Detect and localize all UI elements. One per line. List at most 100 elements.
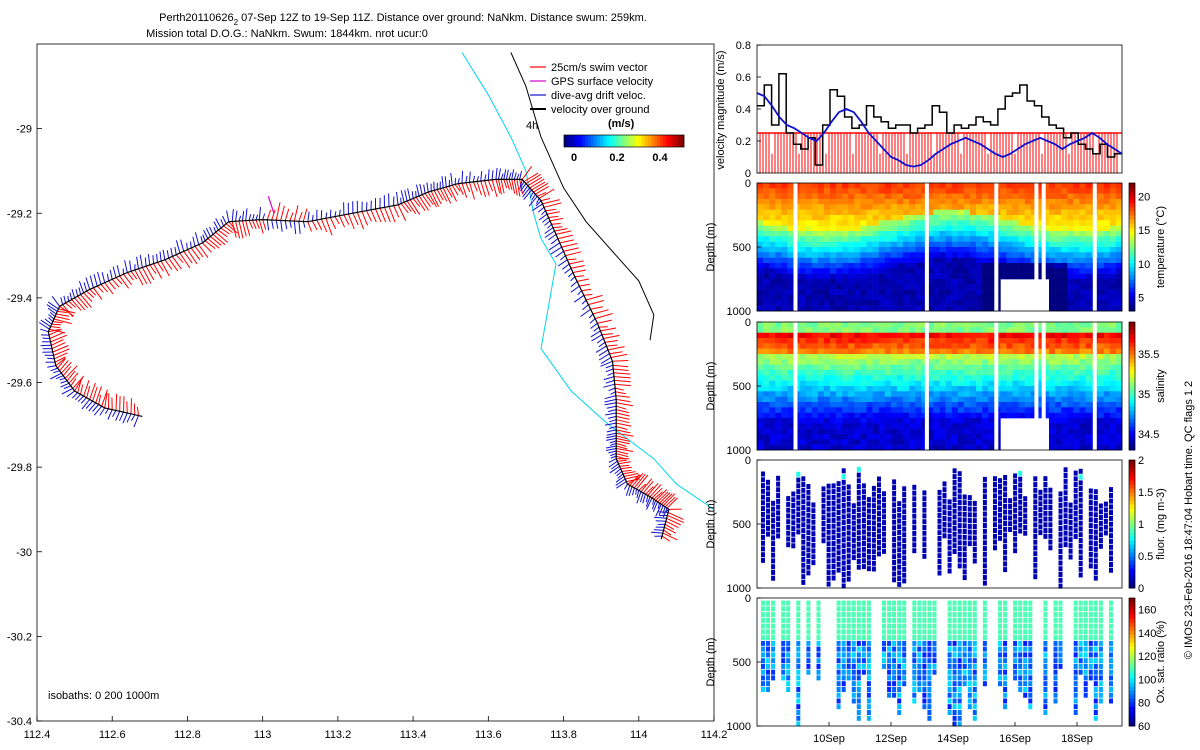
section-cell [1012, 386, 1019, 392]
section-cell [957, 241, 965, 248]
section-cell [817, 231, 825, 237]
profile-sample [791, 537, 796, 543]
section-cell [921, 348, 928, 355]
section-cell [927, 215, 934, 221]
drift-vector [231, 209, 234, 222]
section-cell [939, 418, 946, 424]
swim-vector [606, 344, 618, 347]
section-cell [823, 370, 831, 376]
section-cell [830, 380, 837, 387]
section-cell [769, 402, 776, 408]
speed-colorbar-cell [573, 135, 577, 147]
swim-vector [613, 368, 629, 371]
section-cell [775, 354, 782, 360]
profile-sample [836, 487, 841, 492]
section-cell [799, 439, 806, 445]
section-cell [872, 204, 879, 210]
profile-sample [892, 635, 897, 641]
section-cell [1024, 215, 1032, 221]
section-cell [976, 423, 983, 429]
profile-sample [1088, 505, 1093, 511]
section-cell [1006, 257, 1013, 264]
section-cell [1061, 370, 1068, 376]
section-cell [1055, 241, 1062, 248]
profile-sample [897, 581, 902, 587]
section-cell [836, 263, 843, 269]
section-cell [763, 359, 770, 365]
section-cell [1073, 348, 1080, 355]
section-cell [933, 444, 940, 451]
section-cell [1042, 209, 1050, 216]
profile-sample [836, 646, 841, 652]
profile-sample [902, 515, 907, 521]
section-cell [757, 188, 764, 194]
profile-sample [993, 499, 997, 505]
drift-vector [491, 170, 494, 180]
section-cell [903, 225, 910, 232]
section-cell [921, 193, 928, 200]
profile-sample [766, 687, 770, 692]
section-cell [1036, 322, 1044, 328]
section-cell [915, 263, 922, 269]
profile-sample [957, 494, 962, 500]
swim-vector [616, 453, 629, 458]
profile-sample [877, 499, 881, 505]
drift-vector [307, 211, 310, 222]
section-cell [769, 284, 776, 290]
section-cell [763, 204, 770, 210]
section-cell [799, 247, 806, 253]
section-cell [830, 370, 837, 376]
swim-vector [616, 402, 633, 407]
profile-sample [967, 495, 972, 501]
section-cell [963, 183, 971, 189]
panel-ytick-label: 0 [745, 455, 751, 467]
section-cell [939, 343, 946, 349]
profile-sample [952, 497, 957, 503]
speed-colorbar-cell [678, 135, 682, 147]
profile-sample [791, 543, 796, 549]
profile-sample [982, 511, 987, 517]
section-cell [775, 364, 782, 371]
profile-sample [826, 575, 831, 581]
profile-sample [841, 669, 846, 675]
section-cell [933, 418, 940, 424]
section-cell [1042, 396, 1050, 403]
section-cell [1067, 220, 1074, 226]
section-cell [1103, 354, 1111, 360]
profile-sample [1048, 545, 1053, 551]
section-cell [769, 434, 776, 440]
section-cell [842, 279, 849, 285]
section-cell [1067, 428, 1074, 435]
drift-vector [457, 178, 460, 184]
section-cell [927, 396, 934, 403]
section-cell [1018, 370, 1025, 376]
section-cell [1049, 279, 1056, 285]
section-cell [769, 273, 776, 280]
section-cell [1109, 247, 1117, 253]
profile-sample [932, 606, 937, 612]
section-cell [811, 375, 819, 381]
section-cell [860, 322, 867, 328]
colorbar-cell [1129, 271, 1135, 276]
section-cell [817, 402, 825, 408]
section-cell [957, 348, 965, 355]
profile-sample [811, 508, 816, 514]
section-cell [811, 204, 819, 210]
section-cell [805, 444, 813, 451]
section-cell [1067, 402, 1074, 408]
section-cell [957, 220, 965, 226]
profile-sample [947, 528, 952, 534]
section-cell [988, 188, 995, 194]
profile-sample [1093, 506, 1098, 512]
section-cell [775, 402, 782, 408]
profile-sample [1003, 486, 1008, 492]
profile-sample [766, 531, 770, 537]
profile-sample [882, 623, 886, 629]
section-cell [775, 193, 782, 200]
profile-sample [806, 547, 811, 553]
profile-sample [927, 692, 932, 698]
profile-sample [851, 526, 856, 532]
swim-vector [616, 442, 627, 447]
drift-vector [616, 481, 627, 489]
section-cell [763, 391, 770, 397]
